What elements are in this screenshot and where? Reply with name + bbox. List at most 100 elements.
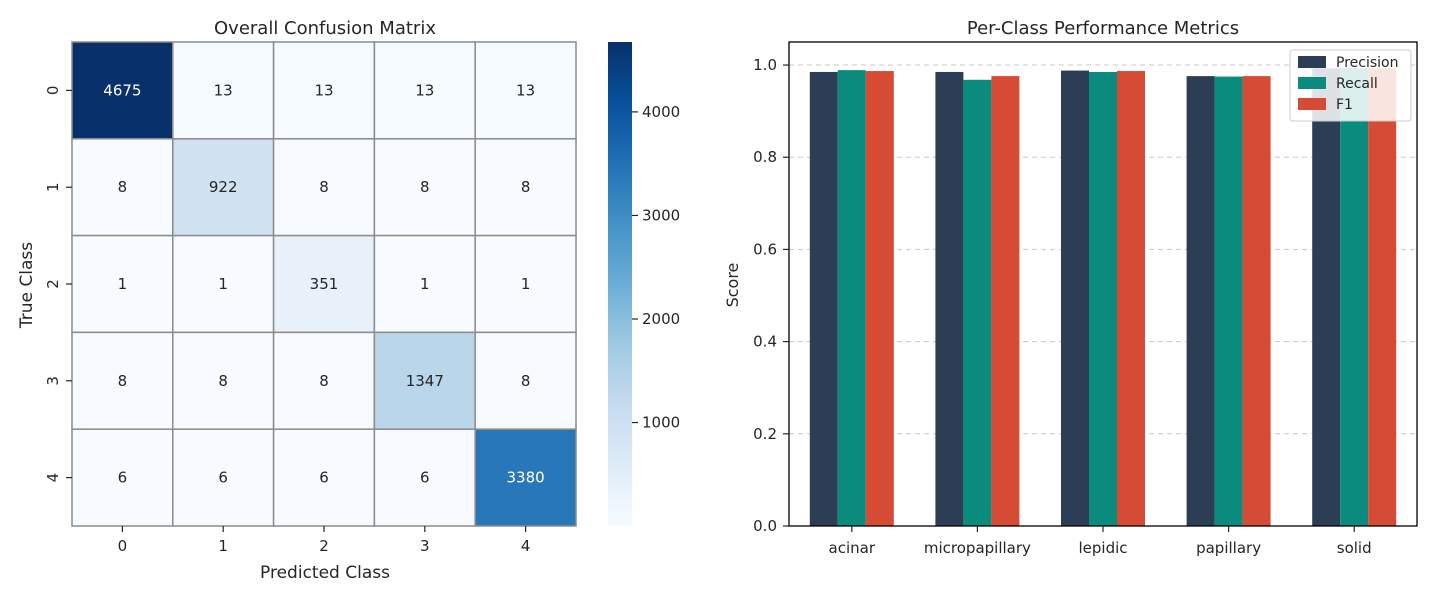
colorbar-tick-label: 2000 [642,310,680,328]
cm-colorbar [608,42,632,526]
cm-x-tick-label: 3 [420,537,430,555]
bar-f1 [1368,68,1397,526]
legend-swatch-recall [1298,77,1326,89]
legend-label-f1: F1 [1336,97,1353,113]
cm-cell [272,331,376,430]
cm-cell [172,428,275,527]
cm-cell-label: 8 [118,372,128,390]
cm-cell-label: 1 [118,275,128,293]
cm-cell-label: 922 [209,178,238,196]
cm-cell-label: 13 [314,81,333,99]
cm-cell [474,331,577,430]
cm-x-ticks: 0 1 2 3 4 [118,526,531,555]
bar-x-tick-label: lepidic [1078,539,1127,557]
bar-y-tick-label: 0.8 [753,148,777,166]
bar-y-axis-label: Score [723,263,742,308]
cm-x-tick-label: 1 [218,537,228,555]
cm-y-tick-label: 0 [44,86,62,96]
cm-cell-label: 6 [420,469,430,487]
cm-cell [272,428,376,527]
cm-x-tick-label: 2 [319,537,329,555]
cm-cell-label: 13 [214,81,233,99]
legend-label-precision: Precision [1336,55,1398,71]
cm-cell-label: 1 [521,275,531,293]
cm-cell [71,428,174,527]
cm-cell-label: 3380 [507,469,545,487]
legend-swatch-precision [1298,56,1326,68]
cm-cell [71,41,174,140]
cm-cell [172,41,275,140]
cm-cell [172,234,275,334]
bar-f1 [865,71,894,526]
cm-cell [474,234,577,334]
bar-y-tick-label: 0.6 [753,240,777,258]
cm-cell-label: 13 [415,81,434,99]
bar-precision [935,71,964,526]
bar-x-ticks: acinar micropapillary lepidic papillary soli… [829,526,1372,557]
cm-x-tick-label: 0 [118,537,128,555]
cm-cell-label: 8 [118,178,128,196]
cm-cell-label: 8 [521,372,531,390]
bar-f1 [1117,71,1145,526]
cm-cell [172,331,275,430]
bar-precision [1186,76,1215,526]
bar-recall [1089,71,1117,526]
cm-cell [474,138,577,237]
bar-f1 [991,76,1020,526]
cm-cell-label: 1 [420,275,430,293]
legend-swatch-f1 [1298,98,1326,110]
cm-y-tick-label: 3 [44,376,62,386]
bar-x-tick-label: micropapillary [924,539,1031,557]
legend-label-recall: Recall [1336,76,1378,92]
bar-series [809,68,1397,527]
cm-cell-label: 6 [218,469,228,487]
colorbar-tick-label: 4000 [642,103,680,121]
bar-f1 [1242,76,1271,526]
cm-cell [373,234,476,334]
bar-recall [837,70,866,526]
cm-cell [373,41,476,140]
bar-precision [1312,68,1341,526]
cm-cells: 4675 13 13 13 13 8 922 8 8 8 1 1 351 1 1 8 8 8 1347 8 6 6 6 6 33… [71,41,577,527]
cm-cell-label: 8 [319,372,329,390]
cm-cell-label: 351 [310,275,339,293]
bar-y-tick-label: 1.0 [753,56,777,74]
bar-precision [1061,70,1089,527]
cm-y-tick-label: 2 [44,279,62,289]
bar-legend: Precision Recall F1 [1289,49,1412,122]
bar-x-tick-label: acinar [829,539,876,557]
cm-cell-label: 8 [420,178,430,196]
bar-x-tick-label: solid [1337,539,1372,557]
cm-cell-label: 6 [319,469,329,487]
cm-cell-label: 8 [319,178,329,196]
cm-title: Overall Confusion Matrix [214,18,436,39]
bar-y-tick-label: 0.0 [753,517,777,535]
colorbar-tick-label: 3000 [642,206,680,224]
bar-y-tick-label: 0.4 [753,333,777,351]
cm-cell [272,138,376,237]
cm-cell [474,428,577,527]
metrics-bar-chart: Per-Class Performance Metrics 0.00.20.40… [723,18,1418,557]
cm-y-tick-label: 4 [44,473,62,483]
cm-x-tick-label: 4 [521,537,531,555]
cm-y-ticks: 0 1 2 3 4 [44,86,72,483]
bar-recall [963,79,992,526]
bar-recall [1340,68,1369,526]
bar-recall [1214,76,1243,527]
cm-cell [272,41,376,140]
bar-precision [809,71,838,526]
cm-y-tick-label: 1 [44,182,62,192]
cm-cell [373,331,476,430]
cm-cell-label: 4675 [103,81,141,99]
cm-x-axis-label: Predicted Class [260,563,390,583]
colorbar-tick-label: 1000 [642,414,680,432]
bar-y-ticks: 0.0 0.2 0.4 0.6 0.8 1.0 [753,56,789,535]
cm-cell-label: 13 [516,81,535,99]
bar-x-tick-label: papillary [1196,539,1261,557]
bar-title: Per-Class Performance Metrics [967,18,1239,39]
cm-y-axis-label: True Class [17,242,37,329]
cm-cell-label: 1 [218,275,228,293]
bar-y-tick-label: 0.2 [753,425,777,443]
cm-cell-label: 1347 [406,372,444,390]
